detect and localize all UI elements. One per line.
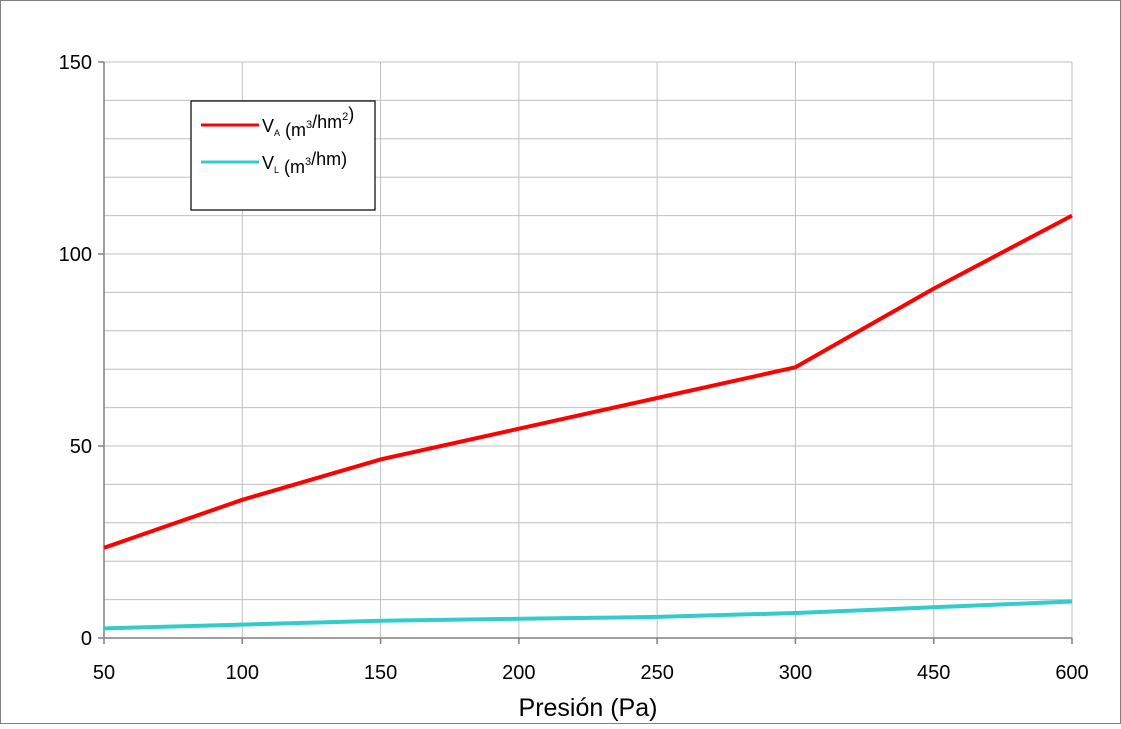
legend-text: (m	[279, 157, 305, 177]
y-tick-label: 150	[59, 52, 92, 74]
x-tick-label: 150	[364, 662, 397, 684]
x-tick-label: 600	[1055, 662, 1088, 684]
y-tick-label: 100	[59, 244, 92, 266]
y-tick-label: 50	[70, 436, 92, 458]
legend-text: /hm)	[311, 149, 347, 169]
legend-text: )	[348, 104, 354, 124]
x-axis-title: Presión (Pa)	[519, 694, 658, 722]
x-tick-label: 300	[779, 662, 812, 684]
x-tick-label: 100	[226, 662, 259, 684]
y-tick-label: 0	[81, 628, 92, 650]
legend-text: (m	[280, 120, 306, 140]
x-tick-label: 50	[93, 662, 115, 684]
x-tick-label: 250	[640, 662, 673, 684]
legend-text: V	[262, 153, 274, 173]
x-tick-label: 200	[502, 662, 535, 684]
legend: VA (m3/hm2)VL (m3/hm)	[191, 101, 375, 210]
legend-text: /hm	[312, 112, 342, 132]
x-tick-label: 450	[917, 662, 950, 684]
legend-text: V	[262, 116, 274, 136]
